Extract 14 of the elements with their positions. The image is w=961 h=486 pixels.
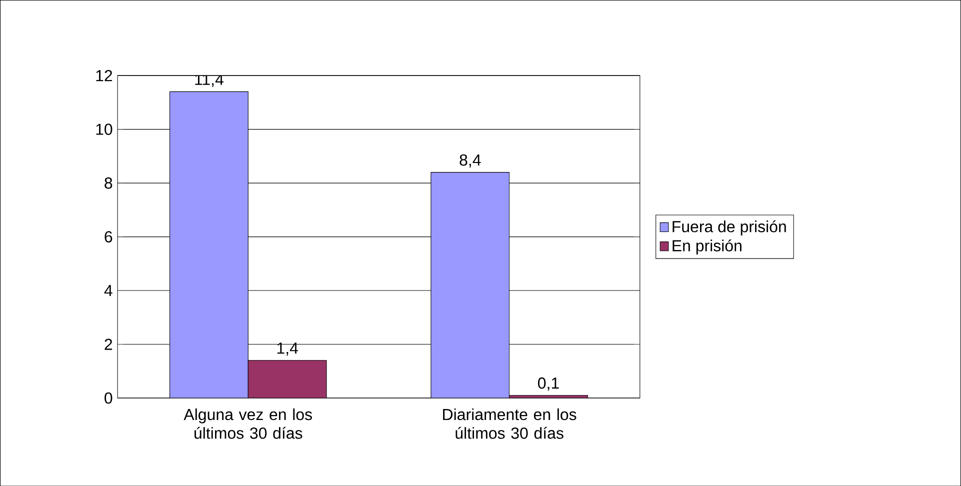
x-tick-label: Diariamente en los últimos 30 días: [443, 408, 576, 439]
y-tick-label: 4: [104, 284, 112, 296]
x-tick-label: Alguna vez en los últimos 30 días: [184, 408, 312, 439]
y-tick-label: 2: [104, 338, 112, 350]
y-tick-label: 10: [96, 124, 112, 135]
data-label: 1,4: [277, 342, 298, 356]
data-label: 0,1: [538, 377, 559, 391]
data-label: 8,4: [460, 154, 481, 168]
y-tick-label: 12: [96, 70, 112, 82]
legend-label: Fuera de prisión: [672, 220, 786, 236]
legend-label: En prisión: [672, 239, 742, 254]
y-tick-label: 8: [104, 177, 112, 189]
y-tick-label: 6: [104, 231, 112, 242]
y-tick-label: 0: [104, 392, 112, 404]
